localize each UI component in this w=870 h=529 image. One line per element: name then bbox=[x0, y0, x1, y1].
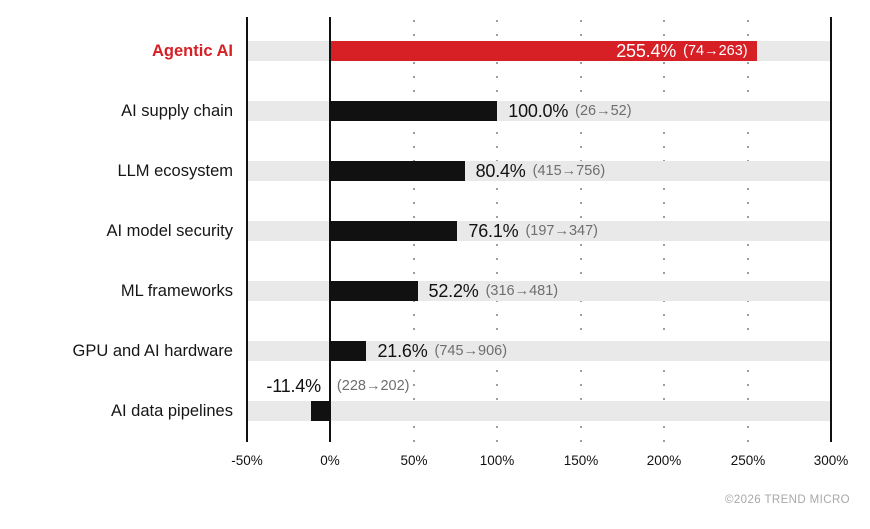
value-label-group: 52.2% (316→481) bbox=[429, 281, 559, 301]
value-label-group: 255.4% (74→263) bbox=[616, 41, 747, 61]
category-label: AI model security bbox=[106, 221, 233, 240]
category-label: LLM ecosystem bbox=[117, 161, 233, 180]
x-axis-tick-label: -50% bbox=[231, 453, 263, 468]
value-label-group: 76.1% (197→347) bbox=[468, 221, 598, 241]
chart-row-ml-frameworks: ML frameworks 52.2% (316→481) bbox=[0, 281, 870, 301]
chart-row-ai-model-security: AI model security 76.1% (197→347) bbox=[0, 221, 870, 241]
x-axis-tick-label: 150% bbox=[563, 453, 599, 468]
category-label: GPU and AI hardware bbox=[72, 341, 233, 360]
row-band bbox=[247, 341, 831, 361]
x-axis-tick-label: 0% bbox=[320, 453, 340, 468]
range-value: (74→263) bbox=[683, 43, 748, 59]
row-band bbox=[247, 401, 831, 421]
bar-gpu-ai-hardware bbox=[330, 341, 367, 361]
range-value: (26→52) bbox=[575, 103, 632, 119]
range-value: (228→202) bbox=[336, 378, 410, 394]
x-axis-tick-label: 250% bbox=[730, 453, 766, 468]
chart-row-agentic-ai: Agentic AI 255.4% (74→263) bbox=[0, 41, 870, 61]
chart-row-llm-ecosystem: LLM ecosystem 80.4% (415→756) bbox=[0, 161, 870, 181]
x-axis-tick-label: 300% bbox=[813, 453, 849, 468]
bar-llm-ecosystem bbox=[330, 161, 465, 181]
percent-value: 80.4% bbox=[475, 160, 526, 181]
value-label-group: 100.0% (26→52) bbox=[508, 101, 631, 121]
copyright-credit: ©2026 TREND MICRO bbox=[725, 494, 850, 506]
chart-row-gpu-ai-hardware: GPU and AI hardware 21.6% (745→906) bbox=[0, 341, 870, 361]
percent-value: 21.6% bbox=[377, 340, 428, 361]
bar-ai-model-security bbox=[330, 221, 458, 241]
x-axis-tick-label: 200% bbox=[646, 453, 682, 468]
bar-ml-frameworks bbox=[330, 281, 418, 301]
range-value: (745→906) bbox=[434, 343, 508, 359]
value-label-group: -11.4% (228→202) bbox=[266, 376, 409, 396]
x-axis-tick-label: 100% bbox=[479, 453, 515, 468]
bar-ai-supply-chain bbox=[330, 101, 498, 121]
axis-line-300 bbox=[830, 17, 832, 442]
x-axis-tick-label: 50% bbox=[400, 453, 428, 468]
percent-value: 255.4% bbox=[616, 40, 677, 61]
percent-value: -11.4% bbox=[266, 375, 321, 396]
bar-ai-data-pipelines bbox=[311, 401, 331, 421]
axis-line-zero bbox=[329, 17, 331, 442]
percent-value: 52.2% bbox=[428, 280, 479, 301]
category-label: AI data pipelines bbox=[110, 401, 233, 420]
category-label: ML frameworks bbox=[120, 281, 233, 300]
chart-row-ai-data-pipelines: AI data pipelines -11.4% (228→202) bbox=[0, 376, 870, 421]
category-label: Agentic AI bbox=[152, 41, 233, 60]
bar-agentic-ai bbox=[330, 41, 757, 61]
axis-line-neg50 bbox=[246, 17, 248, 442]
category-label: AI supply chain bbox=[121, 101, 233, 120]
value-label-group: 80.4% (415→756) bbox=[476, 161, 606, 181]
value-label-group: 21.6% (745→906) bbox=[377, 341, 507, 361]
range-value: (197→347) bbox=[525, 223, 598, 239]
percent-value: 76.1% bbox=[468, 220, 519, 241]
range-value: (316→481) bbox=[485, 283, 559, 299]
range-value: (415→756) bbox=[532, 163, 606, 179]
chart-row-ai-supply-chain: AI supply chain 100.0% (26→52) bbox=[0, 101, 870, 121]
percent-value: 100.0% bbox=[508, 100, 569, 121]
